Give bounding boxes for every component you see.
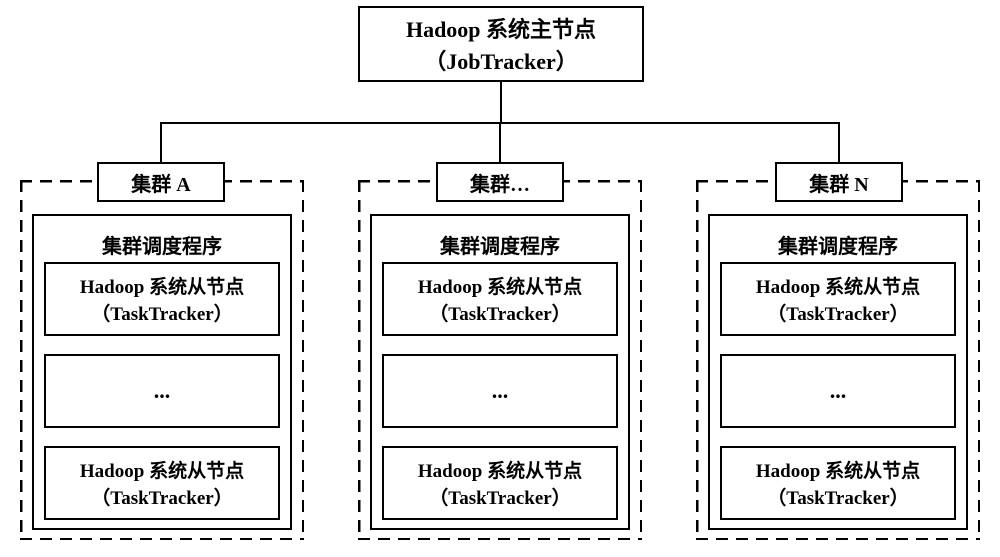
cluster-item-box: ...	[44, 354, 280, 428]
cluster-label-box: 集群 A	[97, 162, 225, 202]
cluster-label-box: 集群…	[436, 162, 564, 202]
cluster-item-line1: Hadoop 系统从节点	[80, 272, 244, 299]
cluster-item-line2: （TaskTracker）	[91, 483, 232, 510]
cluster-item-line1: ...	[154, 378, 171, 404]
cluster-item-line2: （TaskTracker）	[767, 483, 908, 510]
cluster-item-box: Hadoop 系统从节点（TaskTracker）	[44, 446, 280, 520]
cluster-label-box: 集群 N	[775, 162, 903, 202]
connector-drop-a	[160, 122, 162, 162]
root-line1: Hadoop 系统主节点	[406, 12, 596, 44]
root-line2: （JobTracker）	[424, 44, 578, 76]
cluster-item-line1: Hadoop 系统从节点	[756, 272, 920, 299]
cluster-item-line1: Hadoop 系统从节点	[756, 456, 920, 483]
cluster-item-line1: ...	[492, 378, 509, 404]
connector-drop-n	[838, 122, 840, 162]
cluster-item-line2: （TaskTracker）	[429, 483, 570, 510]
cluster-scheduler-title: 集群调度程序	[102, 230, 222, 259]
cluster-label-text: 集群 A	[131, 168, 190, 197]
cluster-item-box: Hadoop 系统从节点（TaskTracker）	[720, 446, 956, 520]
cluster-label-text: 集群…	[470, 168, 530, 197]
cluster-item-line2: （TaskTracker）	[767, 299, 908, 326]
root-node: Hadoop 系统主节点 （JobTracker）	[358, 6, 644, 82]
cluster-item-line1: Hadoop 系统从节点	[80, 456, 244, 483]
cluster-item-line1: Hadoop 系统从节点	[418, 456, 582, 483]
connector-drop-mid	[499, 122, 501, 162]
cluster-scheduler-title: 集群调度程序	[778, 230, 898, 259]
cluster-item-box: ...	[382, 354, 618, 428]
cluster-item-line2: （TaskTracker）	[91, 299, 232, 326]
cluster-item-line2: （TaskTracker）	[429, 299, 570, 326]
cluster-item-line1: ...	[830, 378, 847, 404]
connector-root-drop	[500, 82, 502, 122]
cluster-item-box: Hadoop 系统从节点（TaskTracker）	[720, 262, 956, 336]
cluster-item-box: Hadoop 系统从节点（TaskTracker）	[382, 446, 618, 520]
cluster-item-box: Hadoop 系统从节点（TaskTracker）	[382, 262, 618, 336]
cluster-scheduler-title: 集群调度程序	[440, 230, 560, 259]
cluster-item-line1: Hadoop 系统从节点	[418, 272, 582, 299]
cluster-item-box: Hadoop 系统从节点（TaskTracker）	[44, 262, 280, 336]
cluster-item-box: ...	[720, 354, 956, 428]
cluster-label-text: 集群 N	[809, 168, 868, 197]
